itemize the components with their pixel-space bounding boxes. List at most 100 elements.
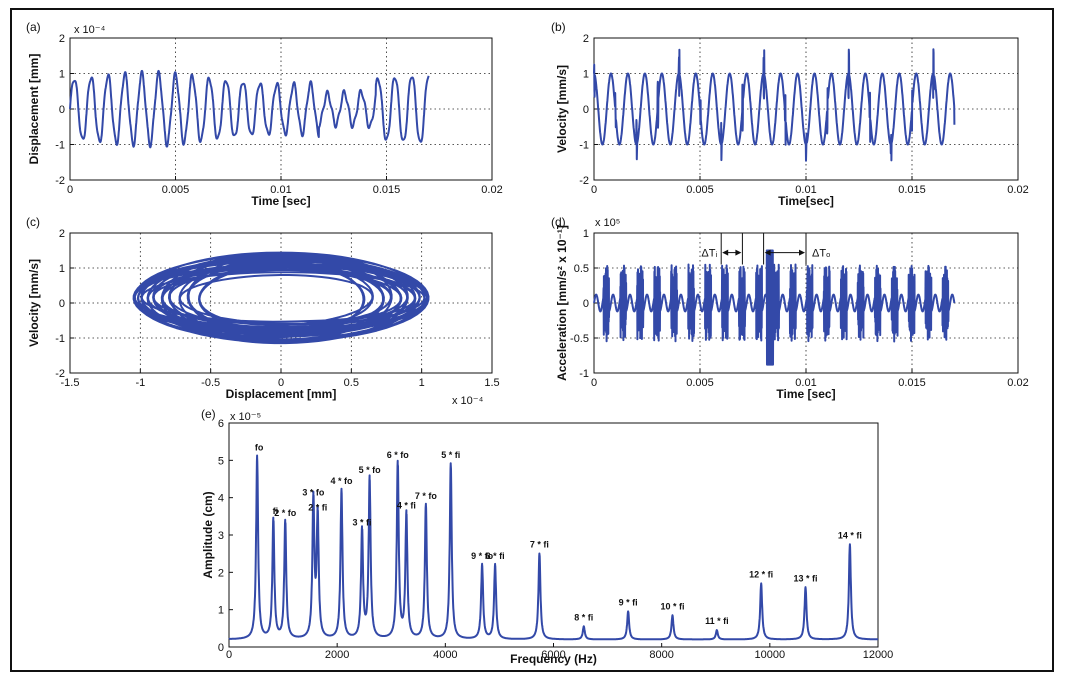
x-tick-label: -0.5 (201, 377, 220, 389)
y-tick-label: -2 (55, 175, 65, 187)
x-tick-label: 0.005 (686, 377, 714, 389)
y-tick-label: 1 (218, 605, 224, 617)
y-axis-label: Velocity [mm/s] (27, 259, 41, 347)
x-tick-label: 0 (591, 184, 597, 196)
y-tick-label: 0 (59, 104, 65, 116)
y-tick-label: 2 (59, 228, 65, 240)
peak-label: 3 * fi (353, 517, 372, 527)
peak-label: 11 * fi (705, 616, 729, 626)
x-tick-label: 0.01 (795, 377, 816, 389)
x-tick-label: 0.5 (344, 377, 359, 389)
peak-label: fo (255, 443, 264, 453)
peak-label: 4 * fo (330, 476, 353, 486)
y-tick-label: -1 (579, 140, 589, 152)
peak-label: 12 * fi (749, 570, 773, 580)
x-tick-label: -1.5 (61, 377, 80, 389)
x-tick-label: 0.005 (162, 184, 190, 196)
peak-label: 3 * fo (302, 487, 325, 497)
peak-label: 7 * fo (415, 491, 438, 501)
x-tick-label: 1.5 (484, 377, 499, 389)
x-tick-label: 6000 (541, 649, 565, 661)
axis-exponent: x 10⁻⁵ (230, 411, 261, 423)
x-tick-label: 0 (67, 184, 73, 196)
peak-label: 6 * fi (486, 551, 505, 561)
peak-label: 5 * fi (441, 450, 460, 460)
x-tick-label: 0 (591, 377, 597, 389)
panel-label: (c) (26, 215, 40, 229)
axis-exponent: x 10⁻⁴ (74, 24, 106, 36)
peak-label: 5 * fo (359, 465, 382, 475)
y-tick-label: 2 (59, 33, 65, 45)
series-velocity (593, 48, 956, 162)
x-tick-label: 0.015 (373, 184, 401, 196)
y-tick-label: 5 (218, 455, 224, 467)
y-tick-label: 0 (583, 298, 589, 310)
axis-exponent: x 10⁻⁴ (452, 395, 484, 407)
peak-label: 2 * fo (274, 508, 297, 518)
peak-label: 7 * fi (530, 540, 549, 550)
axis-exponent: x 10⁵ (595, 217, 620, 229)
panel-d: 0 0.005 0.01 0.015 0.02 -1 -0.5 0 0.5 1 (d) Time [s… (551, 215, 1029, 401)
y-axis-label: Velocity [mm/s] (555, 65, 569, 153)
arrow-head (735, 249, 742, 256)
peak-label: 13 * fi (794, 573, 818, 583)
arrow-head (722, 249, 729, 256)
arrow-head (764, 249, 771, 256)
x-axis-label: Time[sec] (778, 194, 834, 208)
panel-label: (a) (26, 20, 41, 34)
y-tick-label: 3 (218, 530, 224, 542)
annotation-label: ΔTᵢ (701, 248, 717, 260)
panel-e: 0 2000 4000 6000 8000 10000 12000 0 1 2 3 4 5 6(e) Fre… (201, 407, 893, 666)
peak-label: 9 * fi (619, 598, 638, 608)
y-tick-label: -0.5 (570, 333, 589, 345)
series-phase-portrait (132, 251, 430, 345)
y-tick-label: -1 (55, 140, 65, 152)
annotation-label: ΔTₒ (812, 248, 830, 260)
x-tick-label: 10000 (755, 649, 786, 661)
x-axis-label: Frequency (Hz) (510, 652, 597, 666)
series-displacement (69, 69, 430, 149)
arrow-head (799, 249, 805, 256)
panel-label: (b) (551, 20, 566, 34)
y-tick-label: 2 (583, 33, 589, 45)
series-acceleration (593, 249, 956, 366)
x-tick-label: 0 (226, 649, 232, 661)
peak-label: 6 * fo (387, 450, 410, 460)
x-tick-label: 1 (419, 377, 425, 389)
panel-c: -1.5 -1 -0.5 0 0.5 1 1.5 -2 -1 0 1 2 (c) Displacement… (26, 215, 500, 407)
peak-label: 14 * fi (838, 530, 862, 540)
x-tick-label: 4000 (433, 649, 457, 661)
peak-label: 10 * fi (660, 601, 684, 611)
peak-label: 4 * fi (397, 500, 416, 510)
y-tick-label: 0 (583, 104, 589, 116)
x-tick-label: 0.005 (686, 184, 714, 196)
peak-label: 2 * fi (308, 502, 327, 512)
y-tick-label: -1 (55, 333, 65, 345)
panel-a: 0 0.005 0.01 0.015 0.02 -2 -1 0 1 2 (a) Time [sec] D… (26, 20, 503, 208)
y-tick-label: 1 (583, 69, 589, 81)
y-tick-label: 0 (218, 642, 224, 654)
peak-label: fi (273, 506, 279, 516)
y-axis-label: Acceleration [mm/s² x 10⁻¹] (555, 225, 569, 381)
x-tick-label: 0.01 (270, 184, 291, 196)
peak-label: 9 * fo (471, 551, 494, 561)
figure-frame (10, 8, 1054, 672)
peak-label: 8 * fi (574, 612, 593, 622)
panel-b: 0 0.005 0.01 0.015 0.02 -2 -1 0 1 2 (b) Time[sec] Ve… (551, 20, 1029, 208)
x-tick-label: -1 (135, 377, 145, 389)
x-tick-label: 0.015 (898, 184, 926, 196)
y-tick-label: 0.5 (574, 263, 589, 275)
x-axis-label: Displacement [mm] (226, 387, 337, 401)
y-axis-label: Displacement [mm] (27, 54, 41, 165)
y-tick-label: 4 (218, 493, 224, 505)
x-tick-label: 0 (278, 377, 284, 389)
series-spectrum (228, 454, 879, 641)
axis-frame (228, 422, 879, 648)
panel-label: (e) (201, 407, 216, 421)
y-tick-label: 2 (218, 567, 224, 579)
x-tick-label: 0.02 (1007, 184, 1028, 196)
y-tick-label: 6 (218, 418, 224, 430)
y-axis-label: Amplitude (cm) (201, 491, 215, 578)
y-tick-label: 1 (59, 263, 65, 275)
